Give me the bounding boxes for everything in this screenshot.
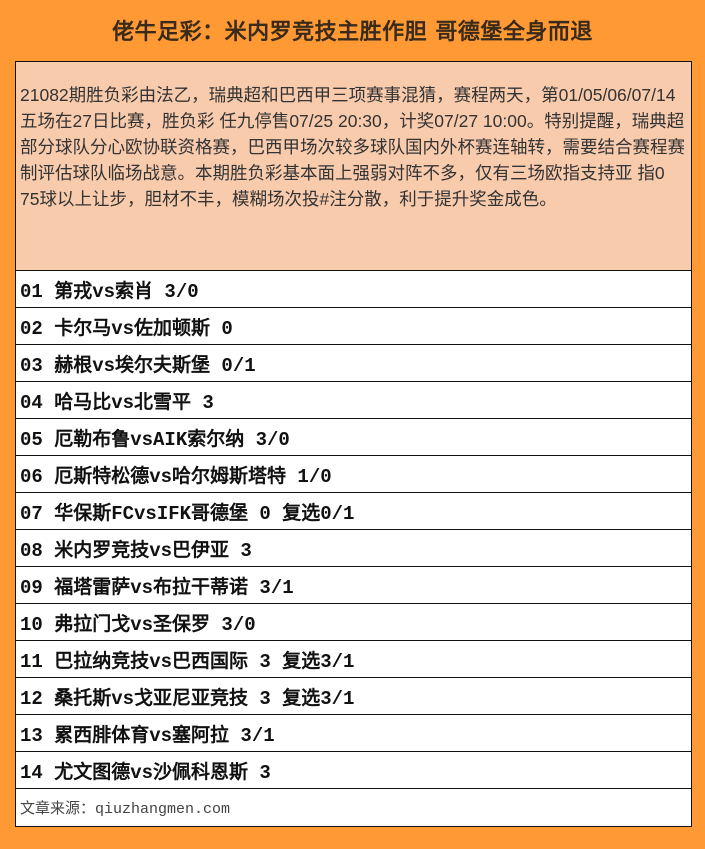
match-row: 10 弗拉门戈vs圣保罗 3/0	[16, 604, 691, 641]
article-title: 佬牛足彩：米内罗竞技主胜作胆 哥德堡全身而退	[112, 20, 593, 45]
match-row: 14 尤文图德vs沙佩科恩斯 3	[16, 752, 691, 789]
match-row: 05 厄勒布鲁vsAIK索尔纳 3/0	[16, 419, 691, 456]
match-row: 01 第戎vs索肖 3/0	[16, 271, 691, 308]
match-list: 01 第戎vs索肖 3/0 02 卡尔马vs佐加顿斯 0 03 赫根vs埃尔夫斯堡 …	[16, 271, 691, 789]
match-row: 12 桑托斯vs戈亚尼亚竞技 3 复选3/1	[16, 678, 691, 715]
match-row: 09 福塔雷萨vs布拉干蒂诺 3/1	[16, 567, 691, 604]
match-row: 13 累西腓体育vs塞阿拉 3/1	[16, 715, 691, 752]
match-row: 03 赫根vs埃尔夫斯堡 0/1	[16, 345, 691, 382]
summary-text: 21082期胜负彩由法乙，瑞典超和巴西甲三项赛事混猜，赛程两天，第01/05/0…	[16, 62, 691, 271]
source-footer: 文章来源：qiuzhangmen.com	[20, 801, 231, 818]
content-panel: 21082期胜负彩由法乙，瑞典超和巴西甲三项赛事混猜，赛程两天，第01/05/0…	[15, 61, 692, 827]
match-row: 02 卡尔马vs佐加顿斯 0	[16, 308, 691, 345]
match-row: 08 米内罗竞技vs巴伊亚 3	[16, 530, 691, 567]
match-row: 11 巴拉纳竞技vs巴西国际 3 复选3/1	[16, 641, 691, 678]
match-row: 07 华保斯FCvsIFK哥德堡 0 复选0/1	[16, 493, 691, 530]
match-row: 06 厄斯特松德vs哈尔姆斯塔特 1/0	[16, 456, 691, 493]
match-row: 04 哈马比vs北雪平 3	[16, 382, 691, 419]
